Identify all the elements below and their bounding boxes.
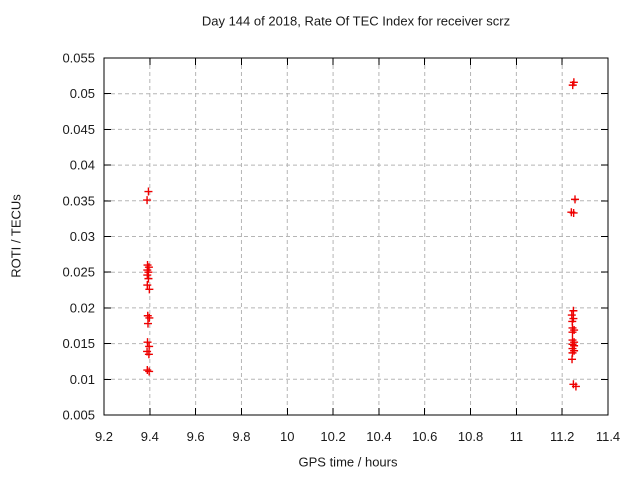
x-tick-label: 10.6 — [412, 429, 437, 444]
x-tick-label: 10 — [280, 429, 294, 444]
data-point — [568, 355, 577, 364]
data-point — [568, 81, 577, 90]
data-point — [143, 338, 152, 347]
data-point — [144, 187, 153, 196]
x-tick-label: 11 — [510, 429, 524, 444]
y-tick-label: 0.005 — [62, 408, 95, 423]
data-point — [143, 271, 152, 280]
data-point — [144, 350, 153, 359]
y-axis-label: ROTI / TECUs — [8, 194, 24, 278]
x-tick-label: 9.6 — [187, 429, 205, 444]
data-point — [569, 306, 578, 315]
data-point — [145, 285, 154, 294]
data-point — [571, 382, 580, 391]
y-tick-label: 0.055 — [62, 51, 95, 66]
data-point — [568, 328, 577, 337]
data-point — [143, 319, 152, 328]
data-point — [145, 367, 154, 376]
x-tick-label: 9.4 — [141, 429, 159, 444]
y-tick-label: 0.035 — [62, 193, 95, 208]
y-tick-label: 0.02 — [70, 300, 95, 315]
data-point — [145, 313, 154, 322]
y-tick-label: 0.01 — [70, 372, 95, 387]
y-tick-label: 0.03 — [70, 229, 95, 244]
data-point — [145, 342, 154, 351]
y-tick-label: 0.025 — [62, 265, 95, 280]
x-axis-label: GPS time / hours — [298, 454, 398, 470]
x-tick-label: 11.4 — [596, 429, 620, 444]
x-tick-label: 10.4 — [366, 429, 391, 444]
chart-title: Day 144 of 2018, Rate Of TEC Index for r… — [201, 13, 511, 29]
y-tick-label: 0.015 — [62, 336, 95, 351]
x-tick-label: 11.2 — [550, 429, 574, 444]
y-tick-label: 0.04 — [70, 158, 95, 173]
x-tick-label: 9.8 — [232, 429, 250, 444]
y-tick-label: 0.045 — [62, 122, 95, 137]
y-tick-label: 0.05 — [70, 86, 95, 101]
x-tick-label: 10.8 — [458, 429, 483, 444]
data-point — [143, 196, 152, 205]
data-point — [571, 195, 580, 204]
x-tick-label: 9.2 — [95, 429, 113, 444]
data-point — [143, 366, 152, 375]
data-point — [143, 281, 152, 290]
data-point — [144, 274, 153, 283]
data-point — [569, 208, 578, 217]
x-tick-label: 10.2 — [320, 429, 345, 444]
